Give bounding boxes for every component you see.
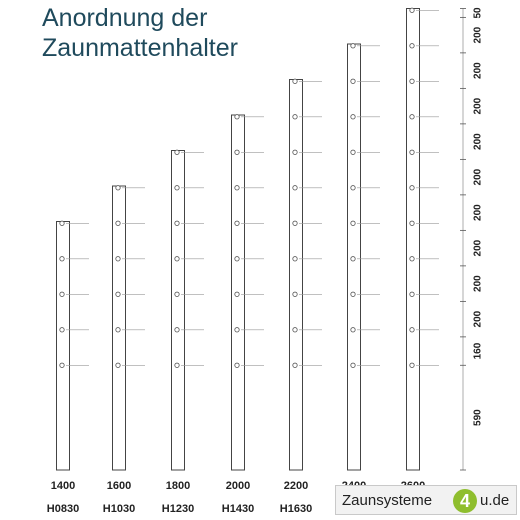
dimension-label: 50 xyxy=(473,7,484,19)
mounting-hole xyxy=(350,185,356,191)
mounting-hole xyxy=(115,362,121,368)
mounting-hole xyxy=(59,220,65,226)
post-code-label: H0830 xyxy=(47,503,79,515)
brand-logo: Zaunsysteme 4 u.de xyxy=(335,485,517,515)
post-body xyxy=(289,79,303,471)
mounting-hole xyxy=(174,220,180,226)
post-length-label: 1400 xyxy=(51,480,75,492)
dimension-label: 200 xyxy=(473,275,484,292)
mounting-hole xyxy=(174,362,180,368)
mounting-hole xyxy=(409,114,415,120)
mounting-hole xyxy=(409,185,415,191)
post-code-label: H1030 xyxy=(103,503,135,515)
logo-text: Zaunsysteme xyxy=(342,492,433,509)
mounting-hole xyxy=(234,256,240,262)
mounting-hole xyxy=(174,291,180,297)
dimension-label: 200 xyxy=(473,133,484,150)
mounting-hole xyxy=(350,256,356,262)
mounting-hole xyxy=(234,185,240,191)
post-length-label: 2000 xyxy=(226,480,250,492)
mounting-hole xyxy=(234,327,240,333)
mounting-hole xyxy=(350,220,356,226)
dimension-label: 200 xyxy=(473,62,484,79)
dimension-label: 160 xyxy=(473,342,484,359)
dimension-label: 200 xyxy=(473,26,484,43)
dimension-label: 200 xyxy=(473,310,484,327)
logo-domain: u.de xyxy=(480,492,510,509)
dimension-label: 200 xyxy=(473,239,484,256)
mounting-hole xyxy=(59,327,65,333)
post-2200: 2200 H1630 xyxy=(280,78,322,515)
mounting-hole xyxy=(174,149,180,155)
mounting-hole xyxy=(292,220,298,226)
mounting-hole xyxy=(409,256,415,262)
mounting-hole xyxy=(409,78,415,84)
logo-digit-badge: 4 xyxy=(453,489,477,513)
post-1600: 1600 H1030 xyxy=(103,185,145,515)
mounting-hole xyxy=(234,362,240,368)
mounting-hole xyxy=(115,327,121,333)
mounting-hole xyxy=(115,256,121,262)
post-body xyxy=(406,8,420,471)
dimension-label: 590 xyxy=(473,409,484,426)
mounting-hole xyxy=(409,7,415,13)
mounting-hole xyxy=(234,220,240,226)
dimension-label: 200 xyxy=(473,168,484,185)
mounting-hole xyxy=(292,114,298,120)
post-2600: 2600H2030 xyxy=(397,7,439,515)
mounting-hole xyxy=(409,149,415,155)
mounting-hole xyxy=(350,114,356,120)
mounting-hole xyxy=(292,185,298,191)
post-1800: 1800 H1230 xyxy=(162,149,204,515)
mounting-hole xyxy=(292,78,298,84)
mounting-hole xyxy=(59,291,65,297)
mounting-hole xyxy=(409,291,415,297)
mounting-hole xyxy=(350,291,356,297)
mounting-hole xyxy=(234,114,240,120)
mounting-hole xyxy=(350,149,356,155)
mounting-hole xyxy=(174,256,180,262)
post-code-label: H1630 xyxy=(280,503,312,515)
mounting-hole xyxy=(350,327,356,333)
dimension-label: 200 xyxy=(473,97,484,114)
title-line-2: Zaunmattenhalter xyxy=(42,34,238,62)
dimension-label: 200 xyxy=(473,204,484,221)
post-length-label: 1800 xyxy=(166,480,190,492)
mounting-hole xyxy=(292,327,298,333)
mounting-hole xyxy=(115,291,121,297)
mounting-hole xyxy=(409,362,415,368)
post-length-label: 1600 xyxy=(107,480,131,492)
post-code-label: H1230 xyxy=(162,503,194,515)
mounting-hole xyxy=(234,291,240,297)
mounting-hole xyxy=(292,256,298,262)
mounting-hole xyxy=(292,291,298,297)
post-length-label: 2200 xyxy=(284,480,308,492)
mounting-hole xyxy=(174,327,180,333)
mounting-hole xyxy=(350,362,356,368)
mounting-hole xyxy=(59,362,65,368)
mounting-hole xyxy=(350,43,356,49)
post-code-label: H1430 xyxy=(222,503,254,515)
mounting-hole xyxy=(115,185,121,191)
mounting-hole xyxy=(409,220,415,226)
mounting-hole xyxy=(115,220,121,226)
mounting-hole xyxy=(234,149,240,155)
mounting-hole xyxy=(174,185,180,191)
post-2000: 2000 H1430 xyxy=(222,114,264,515)
mounting-hole xyxy=(409,43,415,49)
mounting-hole xyxy=(409,327,415,333)
post-1400: 1400 H0830 xyxy=(47,220,89,515)
title-line-1: Anordnung der xyxy=(42,4,208,32)
mounting-hole xyxy=(292,362,298,368)
post-body xyxy=(171,150,185,471)
post-2400: 2400H1830 xyxy=(338,43,380,515)
mounting-hole xyxy=(350,78,356,84)
mounting-hole xyxy=(292,149,298,155)
mounting-hole xyxy=(59,256,65,262)
